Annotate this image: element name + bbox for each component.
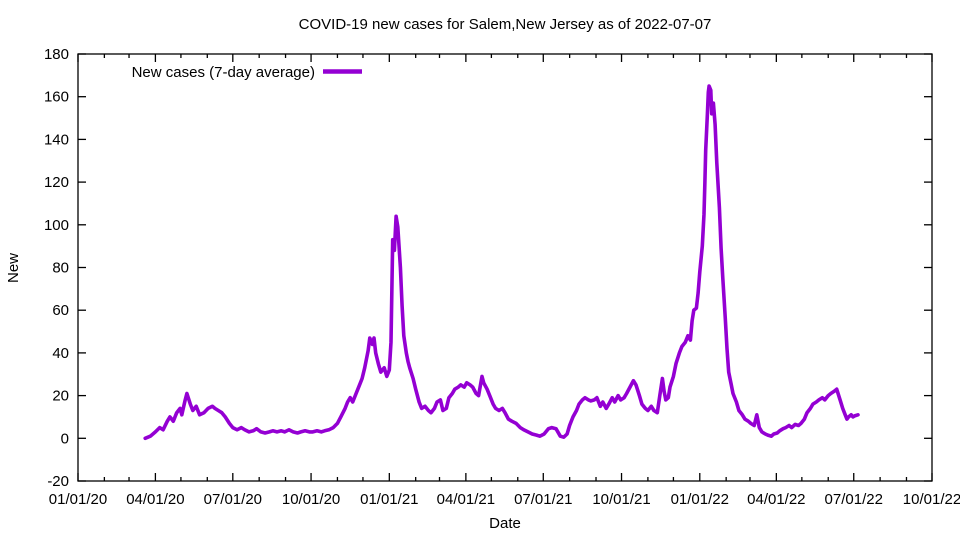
x-tick-label: 01/01/21 [360,491,418,508]
y-tick-label: 0 [61,430,69,447]
y-tick-label: -20 [47,473,69,490]
y-tick-label: 100 [44,217,69,234]
y-tick-label: 160 [44,89,69,106]
x-tick-label: 07/01/21 [514,491,572,508]
y-tick-label: 120 [44,174,69,191]
y-tick-label: 140 [44,131,69,148]
legend-label: New cases (7-day average) [132,64,315,81]
y-tick-label: 60 [52,302,69,319]
x-tick-label: 10/01/20 [282,491,340,508]
y-tick-label: 40 [52,345,69,362]
x-tick-label: 04/01/20 [126,491,184,508]
x-tick-label: 07/01/22 [825,491,883,508]
x-tick-label: 01/01/20 [49,491,107,508]
y-tick-label: 20 [52,388,69,405]
y-axis-label: New [5,253,22,283]
x-tick-label: 10/01/22 [903,491,960,508]
x-tick-label: 10/01/21 [592,491,650,508]
x-tick-label: 04/01/22 [747,491,805,508]
axes-layer: -20 0 20 40 60 80 100 120 140 160 180 01/01/20 04/01… [44,46,960,508]
x-tick-label: 04/01/21 [437,491,495,508]
series-line [143,84,860,441]
x-tick-label: 01/01/22 [671,491,729,508]
x-axis-label: Date [489,515,521,532]
x-tick-label: 07/01/20 [204,491,262,508]
y-tick-label: 80 [52,260,69,277]
chart-title: COVID-19 new cases for Salem,New Jersey … [299,16,712,33]
y-tick-label: 180 [44,46,69,63]
